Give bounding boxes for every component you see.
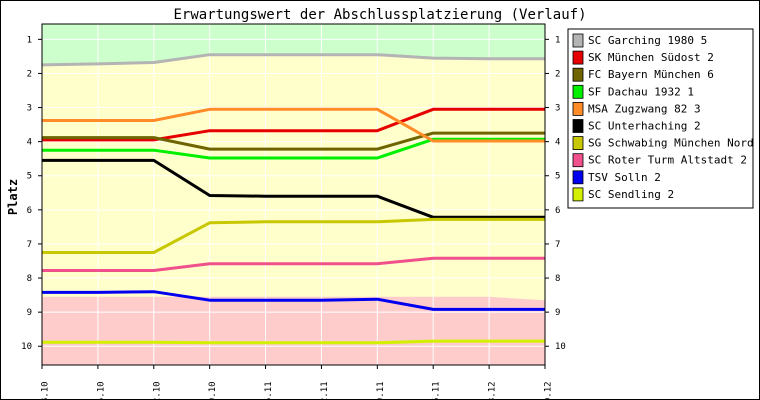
x-tick-label: 03.12 [488,381,498,400]
y-tick-label-right: 8 [555,274,560,284]
x-tick-label: 10.12 [544,381,554,400]
y-tick-label-right: 5 [555,172,560,182]
legend-swatch [572,187,584,202]
legend-swatch [572,102,584,116]
series-line [42,107,545,143]
y-tick-label-right: 4 [555,138,560,148]
legend-label: SC Roter Turm Altstadt 2 [588,154,747,167]
series-line [42,158,545,219]
legend-label: SK München Südost 2 [588,51,714,64]
legend-label: FC Bayern München 6 [588,68,714,81]
x-tick-label: 08.10 [41,381,51,400]
y-tick-label: 7 [27,240,32,250]
plot-border [41,23,546,366]
upper-band [42,24,545,65]
legend-swatch [572,33,584,48]
x-tick-label: 29.10 [208,381,218,400]
y-tick-label-right: 2 [555,69,560,79]
y-tick-label-right: 6 [555,206,560,216]
series-line [42,137,545,160]
series-line [42,339,545,345]
y-tick-label: 1 [27,35,32,45]
y-axis-label: Platz [6,179,20,215]
legend: SC Garching 1980 5 SK München Südost 2 FC … [567,28,760,209]
x-tick-label: 26.11 [432,381,442,400]
y-tick-label: 8 [27,274,32,284]
y-tick-label: 10 [21,342,32,352]
x-tick-label: 19.11 [376,381,386,400]
series-line [42,256,545,272]
legend-swatch [572,136,584,151]
legend-swatch [572,67,584,82]
y-tick-label: 3 [27,104,32,114]
legend-label: SC Garching 1980 5 [588,34,707,47]
legend-label: SC Sendling 2 [588,188,674,201]
x-tick-label: 15.10 [96,381,106,400]
series-line [42,107,545,142]
y-tick-label-right: 10 [555,342,566,352]
series-line [42,290,545,311]
series-line [41,53,545,67]
y-tick-label: 9 [27,308,32,318]
y-tick-label: 4 [27,138,32,148]
legend-label: SF Dachau 1932 1 [588,85,694,98]
x-tick-label: 05.11 [264,381,274,400]
y-tick-label: 5 [27,172,32,182]
series-line [42,131,545,151]
y-tick-label-right: 7 [555,240,560,250]
x-tick-label: 22.10 [152,381,162,400]
legend-box [567,28,754,209]
legend-label: SC Unterhaching 2 [588,120,701,133]
lower-band [42,296,545,365]
legend-swatch [572,170,584,185]
plot-area: 1 1 2 2 3 3 4 4 5 5 6 6 7 7 8 8 9 9 10 10 08.10 15.10 22.10 29.… [21,23,566,400]
legend-swatch [572,50,584,65]
legend-swatch [572,84,584,99]
x-tick-label: 12.11 [320,381,330,400]
legend-swatch [572,119,584,133]
y-tick-label-right: 1 [555,35,560,45]
y-tick-label: 2 [27,69,32,79]
y-tick-label-right: 3 [555,104,560,114]
legend-label: SG Schwabing München Nord 2 [588,137,760,150]
legend-label: MSA Zugzwang 82 3 [588,102,701,115]
y-tick-label-right: 9 [555,308,560,318]
chart-title: Erwartungswert der Abschlussplatzierung … [173,7,586,23]
legend-swatch [572,153,584,168]
legend-label: TSV Solln 2 [588,171,661,184]
y-tick-label: 6 [27,206,32,216]
series-line [42,217,545,254]
